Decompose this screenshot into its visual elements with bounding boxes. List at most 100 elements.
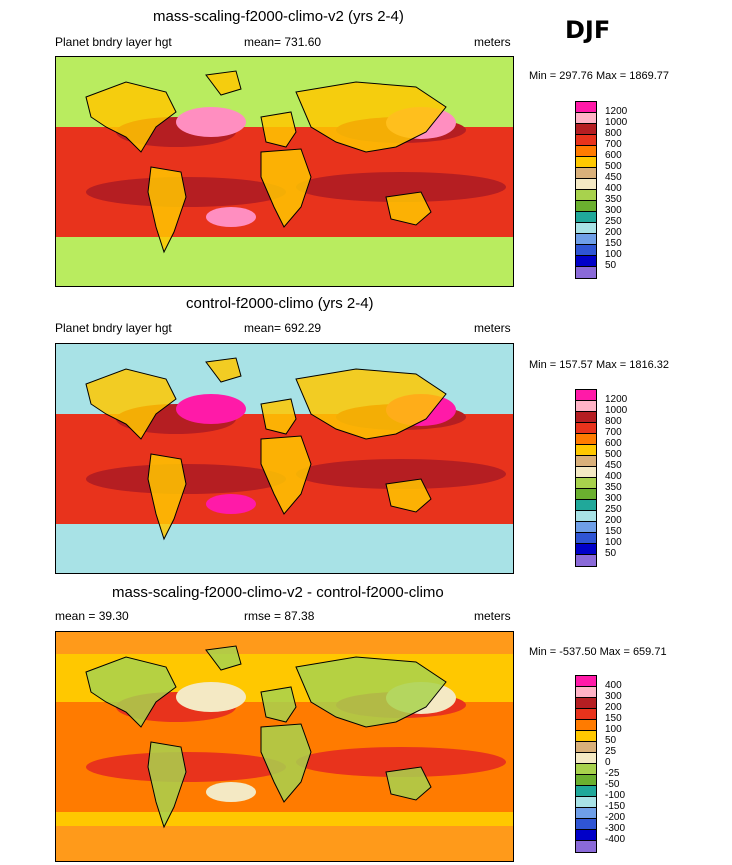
panel-3-mean-label: mean = 39.30 [55, 609, 129, 623]
colorbar-swatch [576, 124, 596, 135]
colorbar-swatch [576, 401, 596, 412]
coastline [147, 741, 187, 829]
colorbar-label: 50 [605, 548, 617, 559]
field-region [176, 394, 246, 424]
colorbar-swatch [576, 775, 596, 786]
colorbar-swatch [576, 212, 596, 223]
colorbar-swatches [575, 389, 597, 567]
colorbar-swatch [576, 157, 596, 168]
colorbar-label: 200 [605, 515, 622, 526]
colorbar-label: 250 [605, 504, 622, 515]
map-canvas [56, 632, 513, 861]
field-region [296, 459, 506, 489]
colorbar-swatch [576, 190, 596, 201]
colorbar-label: 800 [605, 416, 622, 427]
coastline [147, 166, 187, 254]
colorbar-label: 150 [605, 526, 622, 537]
panel-3-minmax: Min = -537.50 Max = 659.71 [529, 646, 667, 658]
colorbar-swatch [576, 676, 596, 687]
colorbar-swatch [576, 830, 596, 841]
coastline [260, 723, 312, 803]
colorbar-swatch [576, 819, 596, 830]
panel-2-colorbar: 1200 1000 800 700 600 500 450 400 350 300 250 200 15… [575, 389, 627, 567]
colorbar-swatch [576, 742, 596, 753]
colorbar-label: 25 [605, 746, 617, 757]
colorbar-swatches [575, 675, 597, 853]
coastline [260, 111, 297, 148]
antarctic-band [56, 538, 513, 573]
coastline [260, 148, 312, 228]
panel-1-variable-label: Planet bndry layer hgt [55, 35, 172, 49]
colorbar-label: 300 [605, 691, 622, 702]
coastline [295, 656, 447, 728]
panel-2-title: control-f2000-climo (yrs 2-4) [186, 295, 374, 312]
colorbar-label: 250 [605, 216, 622, 227]
field-region [206, 207, 256, 227]
colorbar-swatch [576, 456, 596, 467]
colorbar-label: 700 [605, 427, 622, 438]
panel-3-colorbar: 400 300 200 150 100 50 25 0 -25 -50 -100 -150 -200 -3… [575, 675, 625, 853]
colorbar-swatch [576, 533, 596, 544]
colorbar-swatch [576, 201, 596, 212]
panel-1-map [55, 56, 514, 287]
colorbar-swatch [576, 731, 596, 742]
field-region [86, 752, 286, 782]
arctic-band [56, 632, 513, 654]
colorbar-label: -300 [605, 823, 626, 834]
colorbar-label: 0 [605, 757, 611, 768]
colorbar-label: 600 [605, 438, 622, 449]
panel-3-title: mass-scaling-f2000-climo-v2 - control-f2… [112, 584, 444, 601]
colorbar-swatch [576, 720, 596, 731]
colorbar-swatch [576, 489, 596, 500]
panel-1-colorbar: 1200 1000 800 700 600 500 450 400 350 300 250 200 15… [575, 101, 627, 279]
colorbar-label: 400 [605, 680, 622, 691]
colorbar-label: -150 [605, 801, 626, 812]
coastline [85, 656, 177, 728]
colorbar-label: 1000 [605, 405, 628, 416]
colorbar-label: 200 [605, 702, 622, 713]
colorbar-swatch [576, 753, 596, 764]
colorbar-label: 1200 [605, 106, 628, 117]
colorbar-swatch [576, 135, 596, 146]
colorbar-swatch [576, 687, 596, 698]
colorbar-swatch [576, 764, 596, 775]
arctic-band [56, 344, 513, 366]
colorbar-label: 50 [605, 735, 617, 746]
colorbar-swatch [576, 841, 596, 852]
colorbar-label: -50 [605, 779, 620, 790]
panel-3-rmse-label: rmse = 87.38 [244, 609, 315, 623]
colorbar-label: 50 [605, 260, 617, 271]
panel-2-units: meters [474, 321, 511, 335]
arctic-band [56, 57, 513, 79]
colorbar-label: 150 [605, 713, 622, 724]
colorbar-label: 450 [605, 460, 622, 471]
colorbar-swatch [576, 478, 596, 489]
colorbar-swatch [576, 522, 596, 533]
coastline [85, 368, 177, 440]
panel-1-units: meters [474, 35, 511, 49]
colorbar-label: 200 [605, 227, 622, 238]
coastline [385, 191, 432, 226]
colorbar-swatch [576, 245, 596, 256]
colorbar-label: -200 [605, 812, 626, 823]
colorbar-swatch [576, 223, 596, 234]
field-region [296, 172, 506, 202]
coastline [295, 368, 447, 440]
field-region [206, 494, 256, 514]
colorbar-label: 100 [605, 249, 622, 260]
map-canvas [56, 344, 513, 573]
colorbar-label: 350 [605, 194, 622, 205]
colorbar-swatches [575, 101, 597, 279]
antarctic-band [56, 251, 513, 286]
colorbar-swatch [576, 234, 596, 245]
colorbar-swatch [576, 179, 596, 190]
colorbar-swatch [576, 256, 596, 267]
panel-3-units: meters [474, 609, 511, 623]
panel-2-map [55, 343, 514, 574]
colorbar-label: 450 [605, 172, 622, 183]
colorbar-swatch [576, 467, 596, 478]
coastline [295, 81, 447, 153]
coastline [205, 645, 242, 671]
coastline [385, 766, 432, 801]
panel-2-variable-label: Planet bndry layer hgt [55, 321, 172, 335]
